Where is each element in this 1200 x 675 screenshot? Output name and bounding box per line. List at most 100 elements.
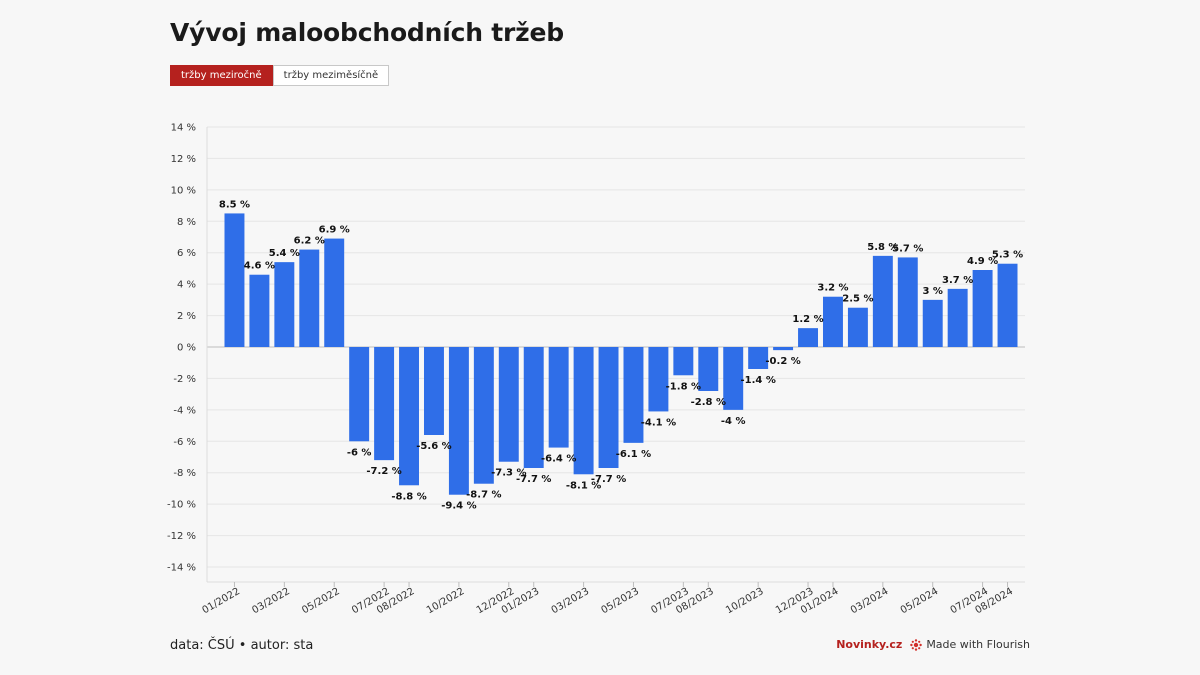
toggle-mom-button[interactable]: tržby meziměsíčně xyxy=(272,65,390,86)
y-tick-label: 4 % xyxy=(177,280,196,291)
bar[interactable] xyxy=(872,255,893,347)
data-label: 6.9 % xyxy=(319,225,350,236)
data-label: -9.4 % xyxy=(441,501,476,512)
data-label: 5.4 % xyxy=(269,248,300,259)
bar[interactable] xyxy=(249,274,270,347)
y-tick-label: -12 % xyxy=(167,531,196,542)
bar[interactable] xyxy=(798,328,819,347)
flourish-icon xyxy=(910,638,923,651)
y-tick-label: -10 % xyxy=(167,500,196,511)
data-label: -1.8 % xyxy=(666,381,701,392)
data-label: -8.8 % xyxy=(391,491,426,502)
data-label: 6.2 % xyxy=(294,236,325,247)
flourish-credit[interactable]: Made with Flourish xyxy=(910,638,1030,651)
bar[interactable] xyxy=(847,307,868,347)
page-title: Vývoj maloobchodních tržeb xyxy=(170,18,564,47)
x-tick-label: 10/2022 xyxy=(425,586,466,616)
x-tick-label: 10/2023 xyxy=(724,586,765,616)
data-label: -7.3 % xyxy=(491,468,526,479)
bar[interactable] xyxy=(274,262,295,347)
y-tick-label: -6 % xyxy=(173,437,196,448)
data-label: 2.5 % xyxy=(842,294,873,305)
bar[interactable] xyxy=(423,347,444,435)
bar[interactable] xyxy=(822,296,843,347)
data-label: 5.8 % xyxy=(867,242,898,253)
data-label: -7.7 % xyxy=(516,474,551,485)
data-label: 5.7 % xyxy=(892,243,923,254)
bar[interactable] xyxy=(224,213,245,347)
data-label: -7.7 % xyxy=(591,474,626,485)
x-tick-label: 03/2022 xyxy=(250,586,291,616)
data-label: -8.1 % xyxy=(566,480,601,491)
branding: Novinky.cz Made with Flourish xyxy=(836,638,1030,651)
data-label: 1.2 % xyxy=(792,314,823,325)
data-label: 5.3 % xyxy=(992,250,1023,261)
bar[interactable] xyxy=(523,347,544,468)
data-label: -6.1 % xyxy=(616,449,651,460)
flourish-label: Made with Flourish xyxy=(926,638,1030,651)
data-label: -4 % xyxy=(721,416,746,427)
data-label: -7.2 % xyxy=(366,466,401,477)
data-label: -6.4 % xyxy=(541,454,576,465)
bar[interactable] xyxy=(673,347,694,376)
y-tick-label: 0 % xyxy=(177,343,196,354)
toggle-yoy-button[interactable]: tržby meziročně xyxy=(170,65,273,86)
bar[interactable] xyxy=(623,347,644,443)
y-tick-label: -8 % xyxy=(173,468,196,479)
bar[interactable] xyxy=(374,347,395,461)
data-label: 8.5 % xyxy=(219,199,250,210)
y-tick-label: 14 % xyxy=(171,123,196,134)
bar[interactable] xyxy=(997,263,1018,347)
x-tick-label: 05/2023 xyxy=(599,586,640,616)
y-tick-label: 12 % xyxy=(171,154,196,165)
data-label: -0.2 % xyxy=(765,356,800,367)
x-tick-label: 01/2022 xyxy=(200,586,241,616)
data-label: 4.6 % xyxy=(244,261,275,272)
bar[interactable] xyxy=(723,347,744,410)
data-label: 3 % xyxy=(922,286,942,297)
bar[interactable] xyxy=(299,249,320,347)
bar[interactable] xyxy=(498,347,519,462)
data-label: -8.7 % xyxy=(466,490,501,501)
view-toggle: tržby meziročně tržby meziměsíčně xyxy=(170,65,390,86)
bar[interactable] xyxy=(773,347,794,351)
y-tick-label: 2 % xyxy=(177,311,196,322)
bar[interactable] xyxy=(748,347,769,369)
data-label: 3.7 % xyxy=(942,275,973,286)
data-label: 3.2 % xyxy=(817,283,848,294)
bar[interactable] xyxy=(648,347,669,412)
bars xyxy=(224,213,1018,495)
bar[interactable] xyxy=(324,238,345,347)
data-label: -5.6 % xyxy=(416,441,451,452)
bar[interactable] xyxy=(573,347,594,475)
bar[interactable] xyxy=(947,288,968,347)
y-tick-label: 10 % xyxy=(171,185,196,196)
y-axis-ticks: -14 % -12 % -10 % -8 % -6 % -4 % -2 % 0 % 2 % 4 %… xyxy=(167,123,196,574)
bar[interactable] xyxy=(897,257,918,347)
bar[interactable] xyxy=(448,347,469,495)
source-credit: data: ČSÚ • autor: sta xyxy=(170,638,314,653)
bar[interactable] xyxy=(698,347,719,391)
y-tick-label: -2 % xyxy=(173,374,196,385)
brand-logo[interactable]: Novinky.cz xyxy=(836,638,903,651)
data-label: -1.4 % xyxy=(740,375,775,386)
data-label: -6 % xyxy=(347,447,372,458)
data-label: -2.8 % xyxy=(691,397,726,408)
bar[interactable] xyxy=(598,347,619,468)
data-label: -4.1 % xyxy=(641,417,676,428)
bar[interactable] xyxy=(972,270,993,347)
x-tick-label: 03/2023 xyxy=(550,586,591,616)
bar[interactable] xyxy=(349,347,370,442)
data-labels: 8.5 % 4.6 % 5.4 %6.2 %6.9 % -6 % -7.2 % -8.8 … xyxy=(219,199,1023,511)
bar[interactable] xyxy=(922,299,943,347)
x-tick-label: 03/2024 xyxy=(849,586,890,616)
bar[interactable] xyxy=(473,347,494,484)
y-tick-label: 8 % xyxy=(177,217,196,228)
x-tick-label: 05/2024 xyxy=(899,586,940,616)
bar[interactable] xyxy=(399,347,420,486)
bar[interactable] xyxy=(548,347,569,448)
data-label: 4.9 % xyxy=(967,256,998,267)
y-tick-label: -4 % xyxy=(173,405,196,416)
